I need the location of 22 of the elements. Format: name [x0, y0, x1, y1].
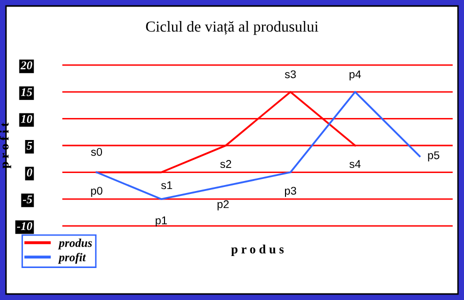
y-tick-label: -10: [16, 222, 32, 230]
y-tick-label: 15: [20, 88, 32, 96]
y-tick-label: 10: [20, 114, 32, 123]
data-label: s3: [284, 70, 296, 78]
chart-title: Ciclul de viață al produsului: [146, 21, 318, 35]
legend-label: produs: [58, 238, 92, 250]
y-tick-label: -5: [22, 195, 32, 204]
y-tick-label: 20: [20, 61, 32, 70]
data-label: p5: [428, 151, 440, 162]
data-label: p4: [350, 70, 361, 80]
data-label: s0: [91, 148, 102, 156]
data-label: s4: [350, 160, 361, 168]
data-label: s1: [161, 181, 172, 190]
legend-label: profit: [58, 252, 86, 264]
data-label: p3: [284, 186, 296, 197]
y-tick-label: 5: [26, 142, 32, 150]
y-tick-label: 0: [26, 168, 32, 177]
x-axis-title: p r o d u s: [231, 244, 284, 256]
data-label: p2: [218, 200, 229, 210]
data-label: p1: [156, 216, 167, 226]
data-label: s2: [220, 160, 232, 168]
data-label: p0: [91, 186, 102, 197]
